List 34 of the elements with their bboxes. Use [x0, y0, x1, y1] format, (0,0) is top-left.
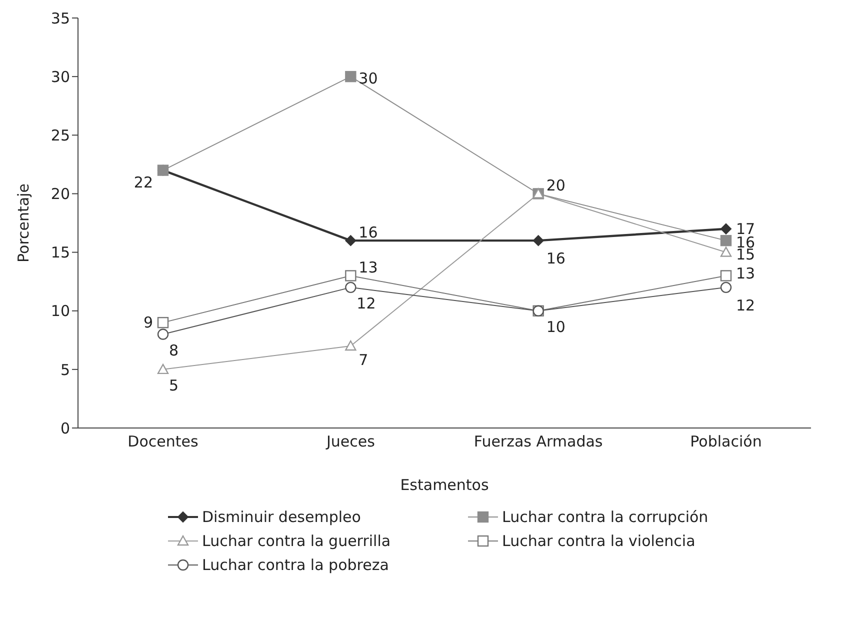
data-label: 12 — [356, 294, 376, 312]
data-label: 30 — [358, 70, 378, 88]
legend-label: Luchar contra la violencia — [502, 532, 696, 550]
data-label: 12 — [736, 296, 756, 314]
y-tick-label: 30 — [50, 68, 70, 86]
x-tick-label: Población — [690, 432, 762, 451]
legend-label: Disminuir desempleo — [202, 508, 361, 526]
x-tick-label: Fuerzas Armadas — [474, 432, 603, 451]
y-tick-label: 25 — [50, 126, 70, 144]
x-axis-title: Estamentos — [400, 476, 489, 494]
data-label: 16 — [358, 224, 378, 242]
y-axis-title: Porcentaje — [14, 184, 32, 262]
legend-label: Luchar contra la pobreza — [202, 556, 389, 574]
legend-label: Luchar contra la corrupción — [502, 508, 708, 526]
y-tick-label: 15 — [50, 244, 70, 262]
y-tick-label: 35 — [50, 9, 70, 28]
data-label: 22 — [134, 173, 153, 192]
data-label: 8 — [169, 341, 179, 360]
data-label: 13 — [358, 258, 378, 277]
legend-label: Luchar contra la guerrilla — [202, 532, 391, 550]
data-label: 17 — [736, 220, 756, 238]
data-label: 16 — [546, 250, 566, 268]
data-label: 13 — [736, 264, 756, 283]
y-tick-label: 10 — [50, 302, 70, 320]
data-label: 10 — [546, 318, 566, 336]
data-label: 7 — [358, 351, 368, 369]
data-label: 20 — [546, 176, 566, 195]
x-tick-label: Jueces — [325, 432, 376, 451]
x-tick-label: Docentes — [128, 432, 198, 451]
y-tick-label: 5 — [60, 360, 70, 379]
data-label: 9 — [143, 314, 153, 332]
y-tick-label: 20 — [50, 185, 70, 204]
data-label: 5 — [169, 376, 179, 394]
y-tick-label: 0 — [60, 419, 70, 438]
